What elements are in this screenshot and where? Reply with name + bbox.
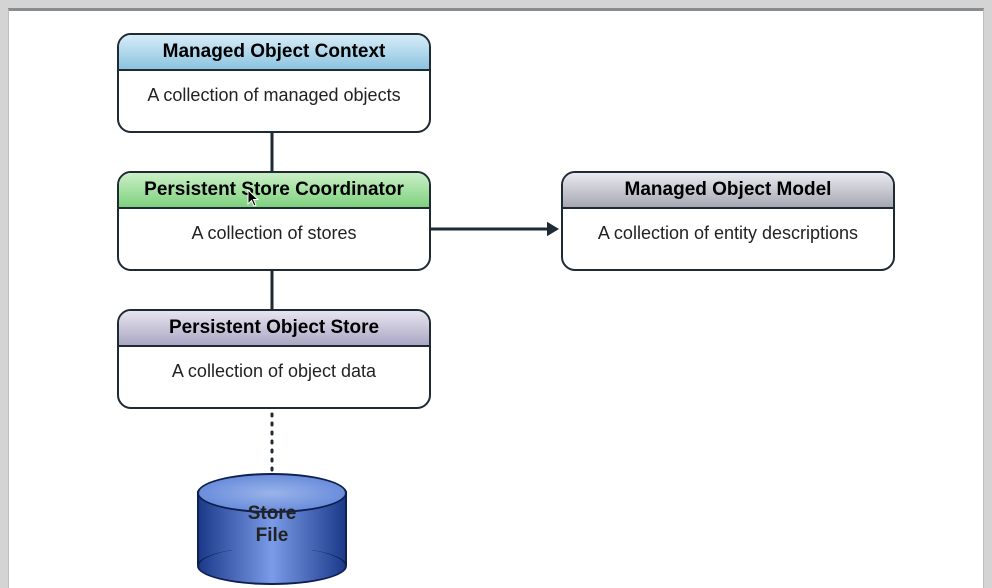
diagram-canvas: Managed Object Context A collection of m…: [8, 8, 984, 588]
cylinder-label: Store File: [197, 503, 347, 547]
node-body: A collection of entity descriptions: [563, 209, 893, 258]
node-body: A collection of managed objects: [119, 71, 429, 120]
node-title: Managed Object Model: [563, 173, 893, 209]
cylinder-store-file: Store File: [197, 473, 347, 583]
node-title: Managed Object Context: [119, 35, 429, 71]
edge-psc-mom: [427, 222, 559, 236]
node-persistent-object-store: Persistent Object Store A collection of …: [117, 309, 431, 409]
node-title: Persistent Store Coordinator: [119, 173, 429, 209]
cylinder-bottom: [197, 547, 347, 585]
node-body: A collection of object data: [119, 347, 429, 396]
node-managed-object-context: Managed Object Context A collection of m…: [117, 33, 431, 133]
node-managed-object-model: Managed Object Model A collection of ent…: [561, 171, 895, 271]
node-body: A collection of stores: [119, 209, 429, 258]
cylinder-label-line1: Store: [248, 503, 297, 524]
node-title: Persistent Object Store: [119, 311, 429, 347]
node-persistent-store-coordinator: Persistent Store Coordinator A collectio…: [117, 171, 431, 271]
cylinder-label-line2: File: [256, 525, 289, 546]
